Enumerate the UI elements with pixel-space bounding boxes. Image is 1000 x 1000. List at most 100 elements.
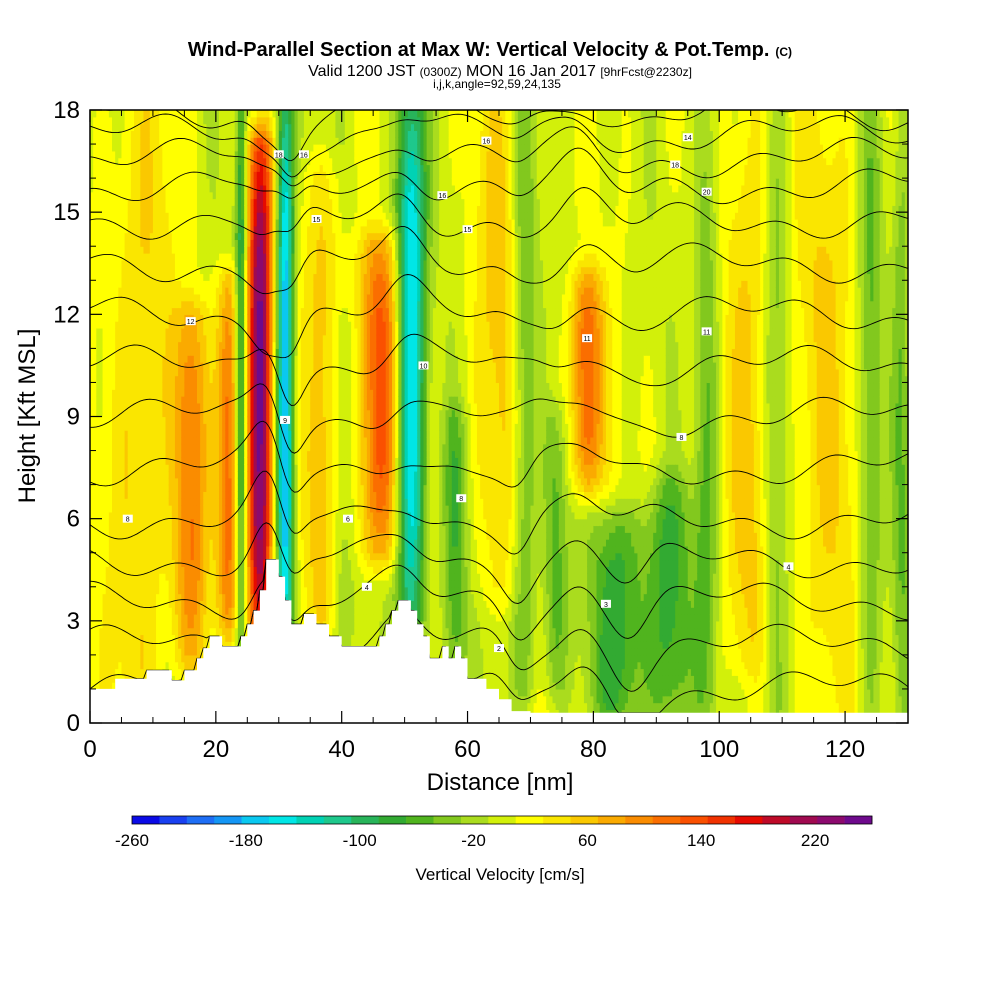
- velocity-cell: [159, 293, 163, 302]
- velocity-cell: [168, 348, 173, 356]
- velocity-cell: [108, 675, 113, 683]
- velocity-cell: [187, 470, 192, 479]
- velocity-cell: [112, 123, 116, 132]
- velocity-cell: [143, 280, 148, 288]
- velocity-cell: [118, 355, 123, 363]
- velocity-cell: [152, 246, 157, 254]
- velocity-cell: [96, 334, 101, 343]
- velocity-cell: [196, 327, 201, 336]
- velocity-cell: [108, 314, 113, 322]
- velocity-cell: [156, 273, 160, 281]
- velocity-cell: [130, 362, 135, 370]
- velocity-cell: [190, 232, 195, 241]
- velocity-cell: [165, 457, 170, 465]
- velocity-cell: [96, 144, 101, 152]
- velocity-cell: [115, 607, 119, 615]
- velocity-cell: [90, 280, 94, 288]
- velocity-cell: [137, 614, 141, 622]
- velocity-cell: [96, 198, 101, 206]
- velocity-cell: [130, 239, 135, 247]
- velocity-cell: [143, 579, 148, 588]
- velocity-cell: [112, 409, 116, 418]
- velocity-cell: [171, 198, 176, 206]
- velocity-cell: [159, 470, 163, 479]
- velocity-cell: [156, 396, 160, 404]
- velocity-cell: [156, 110, 160, 118]
- velocity-cell: [152, 627, 157, 636]
- velocity-cell: [162, 191, 167, 200]
- velocity-cell: [152, 525, 157, 533]
- velocity-cell: [115, 137, 119, 145]
- velocity-cell: [96, 607, 101, 615]
- velocity-cell: [112, 491, 116, 499]
- velocity-cell: [134, 348, 138, 356]
- velocity-cell: [190, 144, 195, 152]
- velocity-cell: [130, 184, 135, 193]
- velocity-cell: [190, 259, 195, 268]
- velocity-cell: [146, 300, 151, 309]
- velocity-cell: [181, 539, 185, 547]
- velocity-cell: [174, 253, 179, 261]
- velocity-cell: [112, 164, 116, 172]
- velocity-cell: [174, 171, 179, 179]
- velocity-cell: [193, 232, 198, 241]
- velocity-cell: [140, 518, 145, 527]
- velocity-cell: [149, 477, 154, 486]
- velocity-cell: [184, 416, 189, 424]
- velocity-cell: [137, 641, 141, 649]
- velocity-cell: [181, 648, 185, 656]
- velocity-cell: [159, 518, 163, 527]
- velocity-cell: [127, 198, 132, 206]
- velocity-cell: [137, 443, 141, 452]
- velocity-cell: [184, 205, 189, 213]
- velocity-cell: [90, 498, 94, 506]
- velocity-cell: [168, 511, 173, 520]
- velocity-cell: [115, 116, 119, 125]
- velocity-cell: [93, 334, 97, 343]
- velocity-cell: [171, 648, 176, 656]
- velocity-cell: [178, 470, 182, 479]
- velocity-cell: [140, 368, 145, 377]
- velocity-cell: [112, 573, 116, 581]
- velocity-cell: [174, 593, 179, 601]
- velocity-cell: [168, 164, 173, 172]
- velocity-cell: [140, 634, 145, 642]
- velocity-cell: [90, 348, 94, 356]
- velocity-cell: [187, 184, 192, 193]
- velocity-cell: [124, 668, 129, 676]
- velocity-cell: [140, 641, 145, 649]
- velocity-cell: [105, 579, 110, 588]
- velocity-cell: [112, 586, 116, 595]
- velocity-cell: [196, 123, 201, 132]
- velocity-cell: [112, 396, 116, 404]
- velocity-cell: [193, 545, 198, 554]
- velocity-cell: [174, 116, 179, 125]
- velocity-cell: [134, 273, 138, 281]
- velocity-cell: [90, 532, 94, 540]
- velocity-cell: [118, 321, 123, 329]
- velocity-cell: [121, 443, 126, 452]
- velocity-cell: [127, 273, 132, 281]
- velocity-cell: [200, 321, 204, 329]
- velocity-cell: [93, 620, 97, 629]
- velocity-cell: [162, 532, 167, 540]
- velocity-cell: [118, 300, 123, 309]
- velocity-cell: [137, 518, 141, 527]
- velocity-cell: [203, 566, 208, 574]
- velocity-cell: [102, 375, 107, 384]
- velocity-cell: [187, 130, 192, 138]
- velocity-cell: [99, 505, 104, 513]
- velocity-cell: [134, 579, 138, 588]
- velocity-cell: [162, 198, 167, 206]
- velocity-cell: [96, 573, 101, 581]
- velocity-cell: [174, 464, 179, 472]
- velocity-cell: [146, 559, 151, 567]
- velocity-cell: [165, 409, 170, 418]
- velocity-cell: [121, 627, 126, 636]
- velocity-cell: [149, 552, 154, 561]
- velocity-cell: [108, 259, 113, 268]
- velocity-cell: [124, 470, 129, 479]
- velocity-cell: [127, 477, 132, 486]
- velocity-cell: [143, 450, 148, 458]
- velocity-cell: [108, 457, 113, 465]
